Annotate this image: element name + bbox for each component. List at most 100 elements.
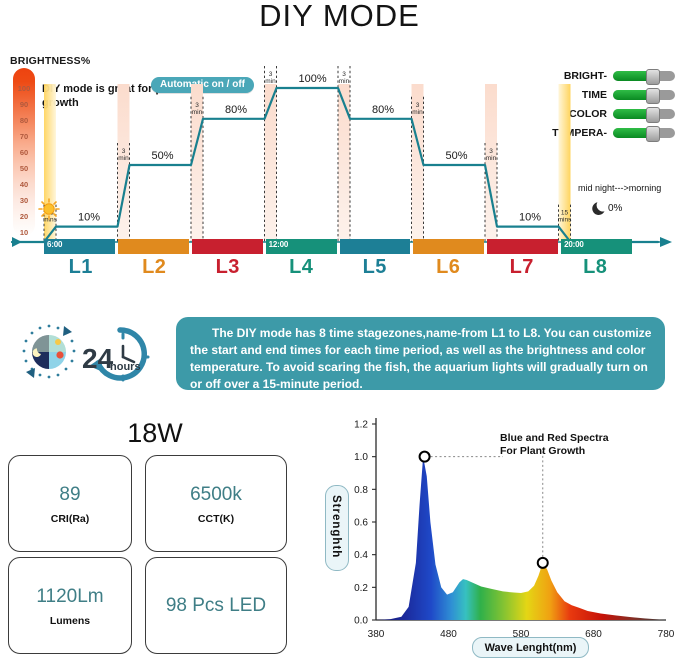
ramp-duration-8-unit: mins xyxy=(558,217,572,224)
spec-card-3: 1120Lm Lumens xyxy=(8,557,132,654)
toggle-knob[interactable] xyxy=(646,69,660,85)
spec-card-value: 98 Pcs LED xyxy=(165,595,267,616)
brightness-tick-70: 70 xyxy=(19,132,29,141)
toggle-fill xyxy=(613,71,651,81)
timeline-segment-l7[interactable] xyxy=(487,239,559,254)
ramp-duration-2-unit: min xyxy=(118,155,129,162)
segment-time-label: 6:00 xyxy=(47,240,63,249)
brightness-label-1: 10% xyxy=(78,212,100,224)
stage-label-l8: L8 xyxy=(583,256,608,278)
toggle-row-color[interactable]: COLOR xyxy=(505,106,675,123)
brightness-label-5: 80% xyxy=(372,104,394,116)
brightness-label-6: 50% xyxy=(446,150,468,162)
toggle-label: BRIGHT- xyxy=(563,70,607,82)
brightness-tick-20: 20 xyxy=(19,212,29,221)
ramp-band-4 xyxy=(264,84,277,242)
toggle-fill xyxy=(613,128,651,138)
ramp-duration-1-unit: mins xyxy=(43,217,57,224)
brightness-label-2: 50% xyxy=(152,150,174,162)
spectrum-ytick-0.0: 0.0 xyxy=(354,616,368,627)
brightness-schedule-chart: 15mins10%3min50%3min80%3min100%3min80%3m… xyxy=(10,66,672,247)
timeline-segment-l2[interactable] xyxy=(117,239,189,254)
brightness-tick-40: 40 xyxy=(19,180,29,189)
timeline-segment-l1[interactable]: 6:00 xyxy=(44,239,115,254)
stage-label-l1: L1 xyxy=(68,256,93,278)
spec-card-value: 6500k xyxy=(190,483,242,505)
ramp-duration-4-value: 3 xyxy=(269,71,273,78)
brightness-tick-80: 80 xyxy=(19,116,29,125)
toggle-knob[interactable] xyxy=(646,107,660,123)
ramp-duration-3-unit: min xyxy=(192,109,203,116)
toggle-switch[interactable] xyxy=(613,107,675,123)
ramp-duration-5-unit: min xyxy=(339,78,350,85)
stage-label-l3: L3 xyxy=(215,256,240,278)
spectrum-ylabel-pill xyxy=(325,485,349,571)
timeline-segment-l5[interactable] xyxy=(339,239,411,254)
toggle-row-time[interactable]: TIME xyxy=(505,87,675,104)
brightness-label-4: 100% xyxy=(299,73,327,85)
brightness-label-7: 10% xyxy=(519,212,541,224)
toggle-label: TIME xyxy=(581,89,607,101)
moon-brightness-value: 0% xyxy=(608,203,623,214)
toggle-label: COLOR xyxy=(569,108,607,120)
segment-time-label: 12:00 xyxy=(268,240,289,249)
sun-icon xyxy=(38,198,60,220)
toggle-knob[interactable] xyxy=(646,126,660,142)
ramp-band-1 xyxy=(44,84,56,242)
clock-24-text: 24 xyxy=(82,343,114,374)
spec-card-caption: CRI(Ra) xyxy=(50,512,90,525)
spec-card-caption: Lumens xyxy=(49,614,91,627)
stage-label-l6: L6 xyxy=(436,256,461,278)
stage-label-l4: L4 xyxy=(289,256,314,278)
segment-time-label: 20:00 xyxy=(564,240,584,249)
spectrum-xtick-480: 480 xyxy=(440,629,457,640)
spectrum-annotation-line2: For Plant Growth xyxy=(500,445,586,457)
brightness-tick-90: 90 xyxy=(19,100,29,109)
day-night-cycle-icon xyxy=(22,324,76,379)
ramp-duration-3-value: 3 xyxy=(195,102,199,109)
brightness-tick-60: 60 xyxy=(19,148,29,157)
24-hours-clock-icon: 24 hours xyxy=(82,327,150,382)
ramp-duration-7-value: 3 xyxy=(489,148,493,155)
ramp-duration-8-value: 15 xyxy=(561,210,569,217)
spec-card-caption: CCT(K) xyxy=(197,512,235,525)
brightness-label-3: 80% xyxy=(225,104,247,116)
toggle-switch[interactable] xyxy=(613,126,675,142)
ramp-band-6 xyxy=(411,84,424,242)
spectrum-ytick-1.0: 1.0 xyxy=(354,452,368,463)
timeline-segment-l8[interactable]: 20:00 xyxy=(561,239,632,254)
toggle-switch[interactable] xyxy=(613,88,675,104)
brightness-thermometer xyxy=(13,68,35,236)
spec-card-value: 1120Lm xyxy=(36,585,104,607)
spectrum-xtick-380: 380 xyxy=(368,629,385,640)
spectrum-annotation-line1: Blue and Red Spectra xyxy=(500,432,609,444)
timeline-segment-l6[interactable] xyxy=(413,239,485,254)
brightness-tick-30: 30 xyxy=(19,196,29,205)
timeline-segment-l3[interactable] xyxy=(191,239,263,254)
ramp-duration-2-value: 3 xyxy=(122,148,126,155)
spectrum-xtick-580: 580 xyxy=(513,629,530,640)
toggle-row-bright[interactable]: BRIGHT- xyxy=(505,68,675,85)
spectrum-annotation: Blue and Red Spectra For Plant Growth xyxy=(500,432,635,458)
toggle-knob[interactable] xyxy=(646,88,660,104)
brightness-axis-caption: BRIGHTNESS% xyxy=(10,55,91,67)
sunset-band xyxy=(558,84,571,242)
spectrum-xtick-780: 780 xyxy=(658,629,675,640)
toggle-fill xyxy=(613,109,651,119)
time-stage-strip[interactable]: 6:00 12:00 20:00 xyxy=(44,239,632,254)
stage-label-l2: L2 xyxy=(142,256,167,278)
spectrum-xtick-680: 680 xyxy=(585,629,602,640)
ramp-band-3 xyxy=(191,84,203,242)
info-description-box: The DIY mode has 8 time stagezones,name-… xyxy=(176,317,665,391)
spectrum-marker-1 xyxy=(418,450,431,463)
ramp-band-5 xyxy=(338,84,350,242)
spec-card-value: 89 xyxy=(59,483,81,505)
spectrum-ylabel-text: Strenghth xyxy=(330,495,342,559)
spectrum-ylabel-text-wrap: Strenghth xyxy=(325,485,347,569)
wattage-label: 18W xyxy=(127,418,183,448)
toggle-switch[interactable] xyxy=(613,69,675,85)
toggle-fill xyxy=(613,90,651,100)
brightness-tick-10: 10 xyxy=(19,228,29,237)
feature-toggle-list: BRIGHT- TIME COLOR TEMPERA- xyxy=(505,68,675,144)
timeline-segment-l4[interactable]: 12:00 xyxy=(265,239,337,254)
